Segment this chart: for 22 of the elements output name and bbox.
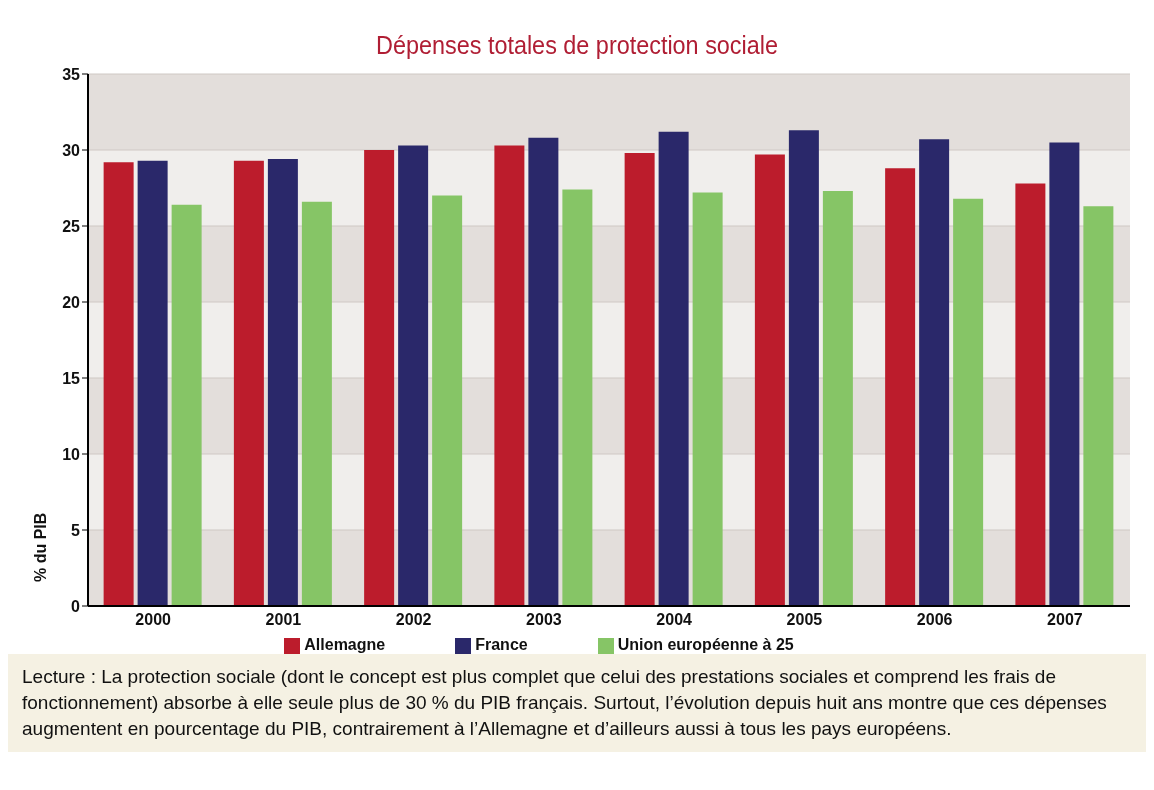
y-tick-label: 25 [62, 217, 81, 235]
legend-label: Allemagne [304, 636, 386, 653]
legend-label: Union européenne à 25 [617, 636, 794, 653]
y-tick-label: 35 [62, 65, 81, 83]
x-tick-label: 2007 [1047, 611, 1083, 629]
y-tick-label: 30 [62, 141, 81, 159]
y-tick-label: 0 [71, 597, 81, 615]
x-tick-label: 2005 [786, 611, 823, 629]
x-tick-label: 2002 [395, 611, 432, 629]
chart-title: Dépenses totales de protection sociale [375, 29, 779, 62]
x-tick-label: 2003 [526, 611, 562, 629]
y-tick-label: 20 [62, 293, 81, 311]
text: Lecture : La protection sociale (dont le concept est plus complet que celui des prestations sociales et comprend les frais de fonctionnement) absorbe à elle seule plus de 30 % du PIB français. Surtout, l’évolution depuis huit ans montre que ces dépenses augmentent en pourcentage du PIB, contrairement à l’Allemagne et d’ailleurs aussi à tous les pays européens. [22, 665, 1108, 741]
y-tick-label: 5 [71, 521, 81, 539]
x-tick-label: 2004 [656, 611, 693, 629]
y-axis-title: % du PIB [32, 512, 49, 582]
y-tick-label: 10 [62, 445, 81, 463]
y-tick-label: 15 [62, 369, 81, 387]
x-tick-label: 2000 [135, 611, 172, 629]
x-tick-label: 2006 [916, 611, 953, 629]
x-tick-label: 2001 [265, 611, 302, 629]
legend-label: France [475, 636, 528, 653]
